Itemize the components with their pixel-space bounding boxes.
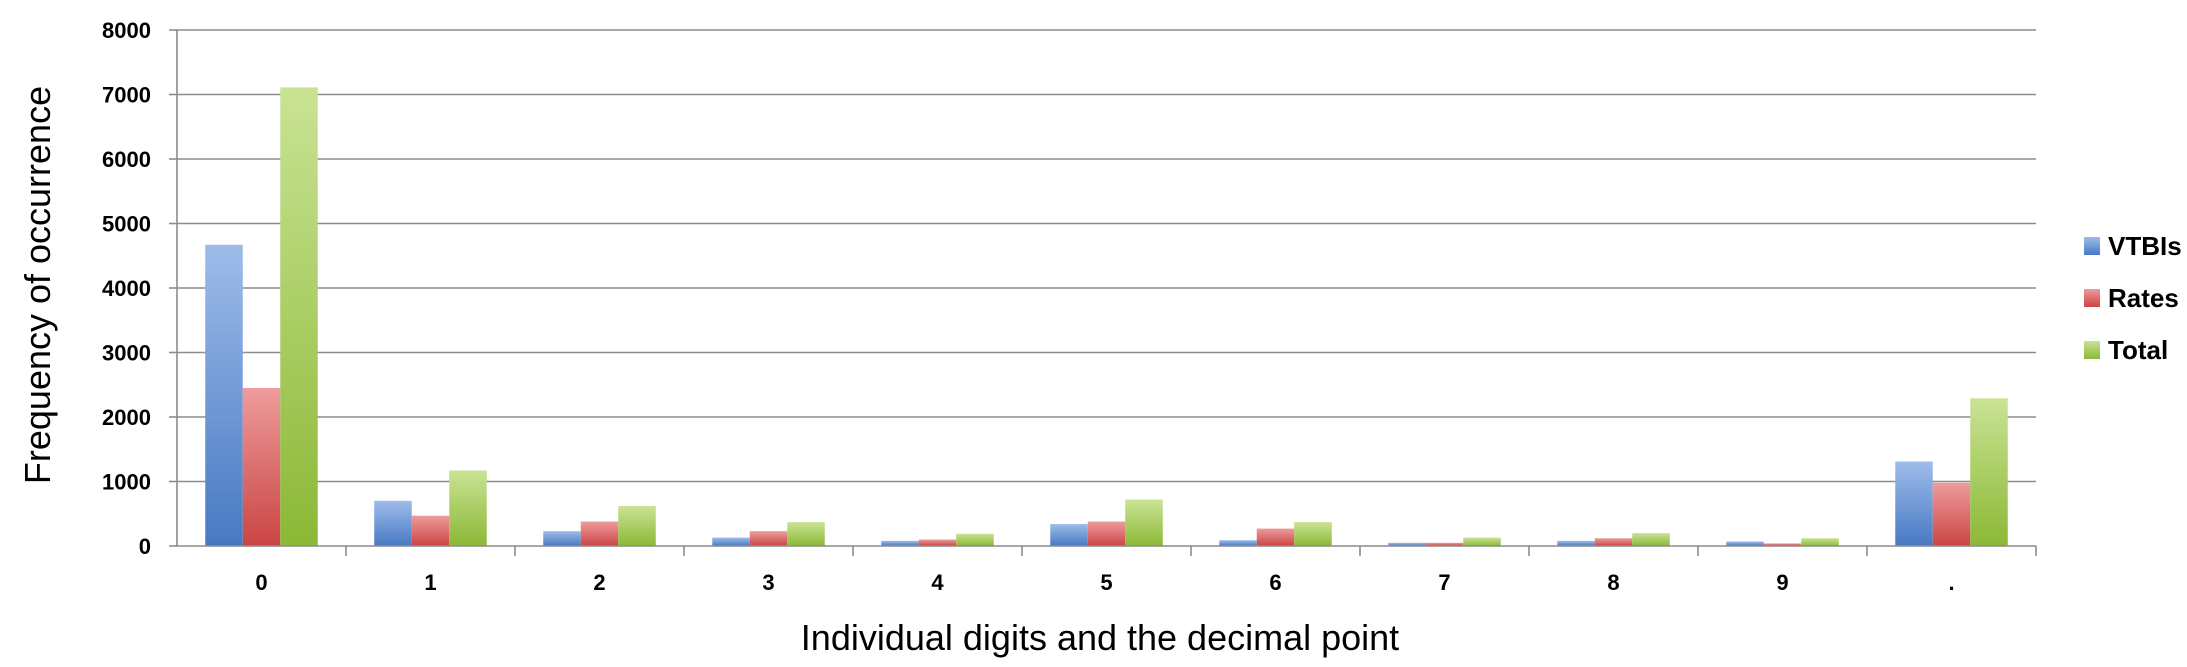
- legend-swatch-rates: [2084, 289, 2100, 307]
- y-tick-labels: 0 1000 2000 3000 4000 5000 6000 7000 8000: [102, 18, 151, 559]
- legend-swatch-total: [2084, 341, 2100, 359]
- bar-total-4: [956, 533, 994, 546]
- bar-total-9: [1801, 538, 1839, 546]
- bar-rates-7: [1425, 542, 1464, 546]
- bar-vtbis-3: [712, 537, 750, 546]
- bar-rates-2: [580, 521, 619, 546]
- x-tick-label: 5: [1100, 570, 1112, 595]
- y-axis-title: Frequency of occurrence: [17, 86, 58, 484]
- x-tick-label: 1: [424, 570, 436, 595]
- legend-label-vtbis: VTBIs: [2108, 231, 2182, 261]
- bar-total-6: [1294, 522, 1332, 546]
- bar-total-7: [1463, 537, 1501, 546]
- bar-vtbis-9: [1726, 541, 1764, 546]
- bar-vtbis-8: [1557, 540, 1595, 546]
- x-tick-label: 2: [593, 570, 605, 595]
- x-tick-label: 9: [1776, 570, 1788, 595]
- bar-rates-3: [749, 531, 788, 546]
- y-tick-label: 1000: [102, 470, 151, 495]
- bar-vtbis-4: [881, 540, 919, 546]
- bars: [205, 87, 2008, 546]
- legend: VTBIs Rates Total: [2084, 231, 2182, 365]
- bar-vtbis-7: [1388, 542, 1426, 546]
- x-tick-label: 8: [1607, 570, 1619, 595]
- x-tick-label: .: [1948, 570, 1954, 595]
- x-tick-label: 3: [762, 570, 774, 595]
- y-tick-label: 7000: [102, 83, 151, 108]
- y-tick-label: 0: [139, 534, 151, 559]
- legend-label-rates: Rates: [2108, 283, 2179, 313]
- bar-rates-decimal-point: [1932, 482, 1971, 546]
- x-tick-labels: 0 1 2 3 4 5 6 7 8 9.: [255, 570, 1954, 595]
- bar-total-5: [1125, 499, 1163, 546]
- bar-rates-4: [918, 539, 957, 546]
- x-axis-title: Individual digits and the decimal point: [801, 617, 1399, 658]
- bar-vtbis-1: [374, 500, 412, 546]
- y-tick-label: 3000: [102, 341, 151, 366]
- x-tick-label: 6: [1269, 570, 1281, 595]
- bar-vtbis-5: [1050, 524, 1088, 546]
- bar-rates-9: [1763, 543, 1802, 546]
- y-tick-label: 5000: [102, 212, 151, 237]
- legend-swatch-vtbis: [2084, 237, 2100, 255]
- bar-total-8: [1632, 533, 1670, 546]
- x-tick-label: 0: [255, 570, 267, 595]
- bar-rates-8: [1594, 538, 1633, 546]
- y-tick-label: 8000: [102, 18, 151, 43]
- bar-vtbis-0: [205, 244, 243, 546]
- bar-rates-1: [411, 515, 450, 546]
- gridlines: [169, 29, 2036, 547]
- bar-total-1: [449, 470, 487, 546]
- bar-total-3: [787, 522, 825, 546]
- bar-vtbis-6: [1219, 540, 1257, 546]
- bar-total-decimal-point: [1970, 398, 2008, 546]
- bar-total-2: [618, 506, 656, 546]
- x-tick-label: 4: [931, 570, 944, 595]
- y-tick-label: 6000: [102, 147, 151, 172]
- x-tick-label: 7: [1438, 570, 1450, 595]
- y-tick-label: 2000: [102, 405, 151, 430]
- y-tick-label: 4000: [102, 276, 151, 301]
- bar-rates-5: [1087, 521, 1126, 546]
- bar-total-0: [280, 87, 318, 546]
- bar-vtbis-decimal-point: [1895, 461, 1933, 546]
- axes: [176, 30, 2037, 556]
- legend-label-total: Total: [2108, 335, 2168, 365]
- bar-vtbis-2: [543, 531, 581, 546]
- bar-rates-0: [242, 387, 281, 546]
- bar-rates-6: [1256, 528, 1295, 546]
